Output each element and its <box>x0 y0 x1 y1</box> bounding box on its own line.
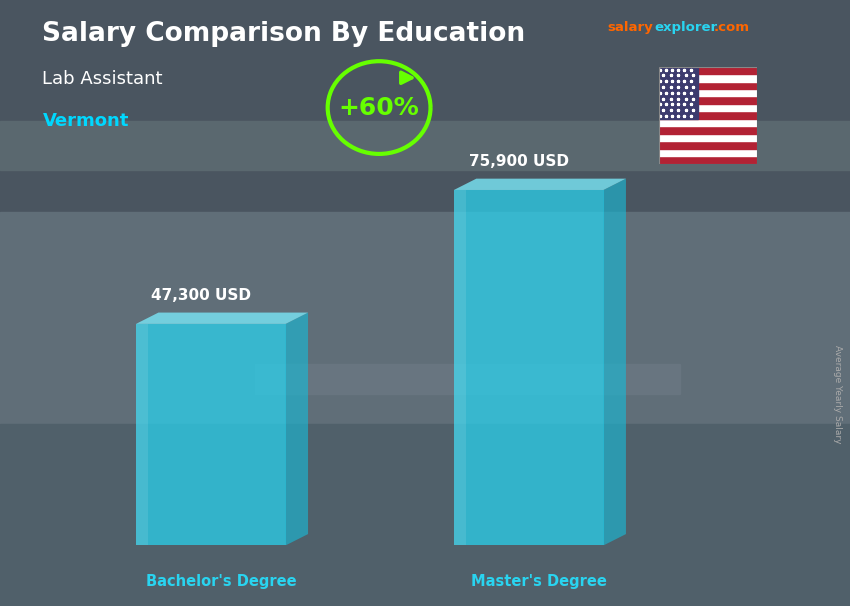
Bar <box>659 82 756 89</box>
Polygon shape <box>454 179 626 190</box>
Bar <box>659 96 756 104</box>
Text: Lab Assistant: Lab Assistant <box>42 70 163 88</box>
Bar <box>659 148 756 156</box>
Bar <box>659 112 756 119</box>
Polygon shape <box>604 179 626 545</box>
Text: +60%: +60% <box>338 96 420 119</box>
Bar <box>659 89 756 96</box>
Bar <box>659 141 756 148</box>
Bar <box>0 121 850 170</box>
Text: .com: .com <box>714 21 750 34</box>
Bar <box>659 126 756 134</box>
Text: Salary Comparison By Education: Salary Comparison By Education <box>42 21 525 47</box>
Text: 47,300 USD: 47,300 USD <box>151 288 252 304</box>
Polygon shape <box>136 324 286 545</box>
Bar <box>659 119 756 126</box>
Bar <box>659 67 756 74</box>
Text: explorer: explorer <box>654 21 717 34</box>
Polygon shape <box>454 190 466 545</box>
Bar <box>659 104 756 112</box>
Bar <box>255 364 680 394</box>
Polygon shape <box>136 313 308 324</box>
Bar <box>659 134 756 141</box>
Text: salary: salary <box>608 21 654 34</box>
Polygon shape <box>454 190 604 545</box>
Text: Bachelor's Degree: Bachelor's Degree <box>146 574 297 589</box>
Bar <box>659 74 756 82</box>
Text: Average Yearly Salary: Average Yearly Salary <box>833 345 842 443</box>
Polygon shape <box>286 313 308 545</box>
Bar <box>659 67 698 119</box>
Bar <box>0 424 850 606</box>
Polygon shape <box>136 324 148 545</box>
Text: Vermont: Vermont <box>42 112 129 130</box>
Text: 75,900 USD: 75,900 USD <box>469 155 570 170</box>
Bar <box>659 156 756 164</box>
Bar <box>0 0 850 212</box>
Bar <box>0 212 850 424</box>
Text: Master's Degree: Master's Degree <box>471 574 607 589</box>
